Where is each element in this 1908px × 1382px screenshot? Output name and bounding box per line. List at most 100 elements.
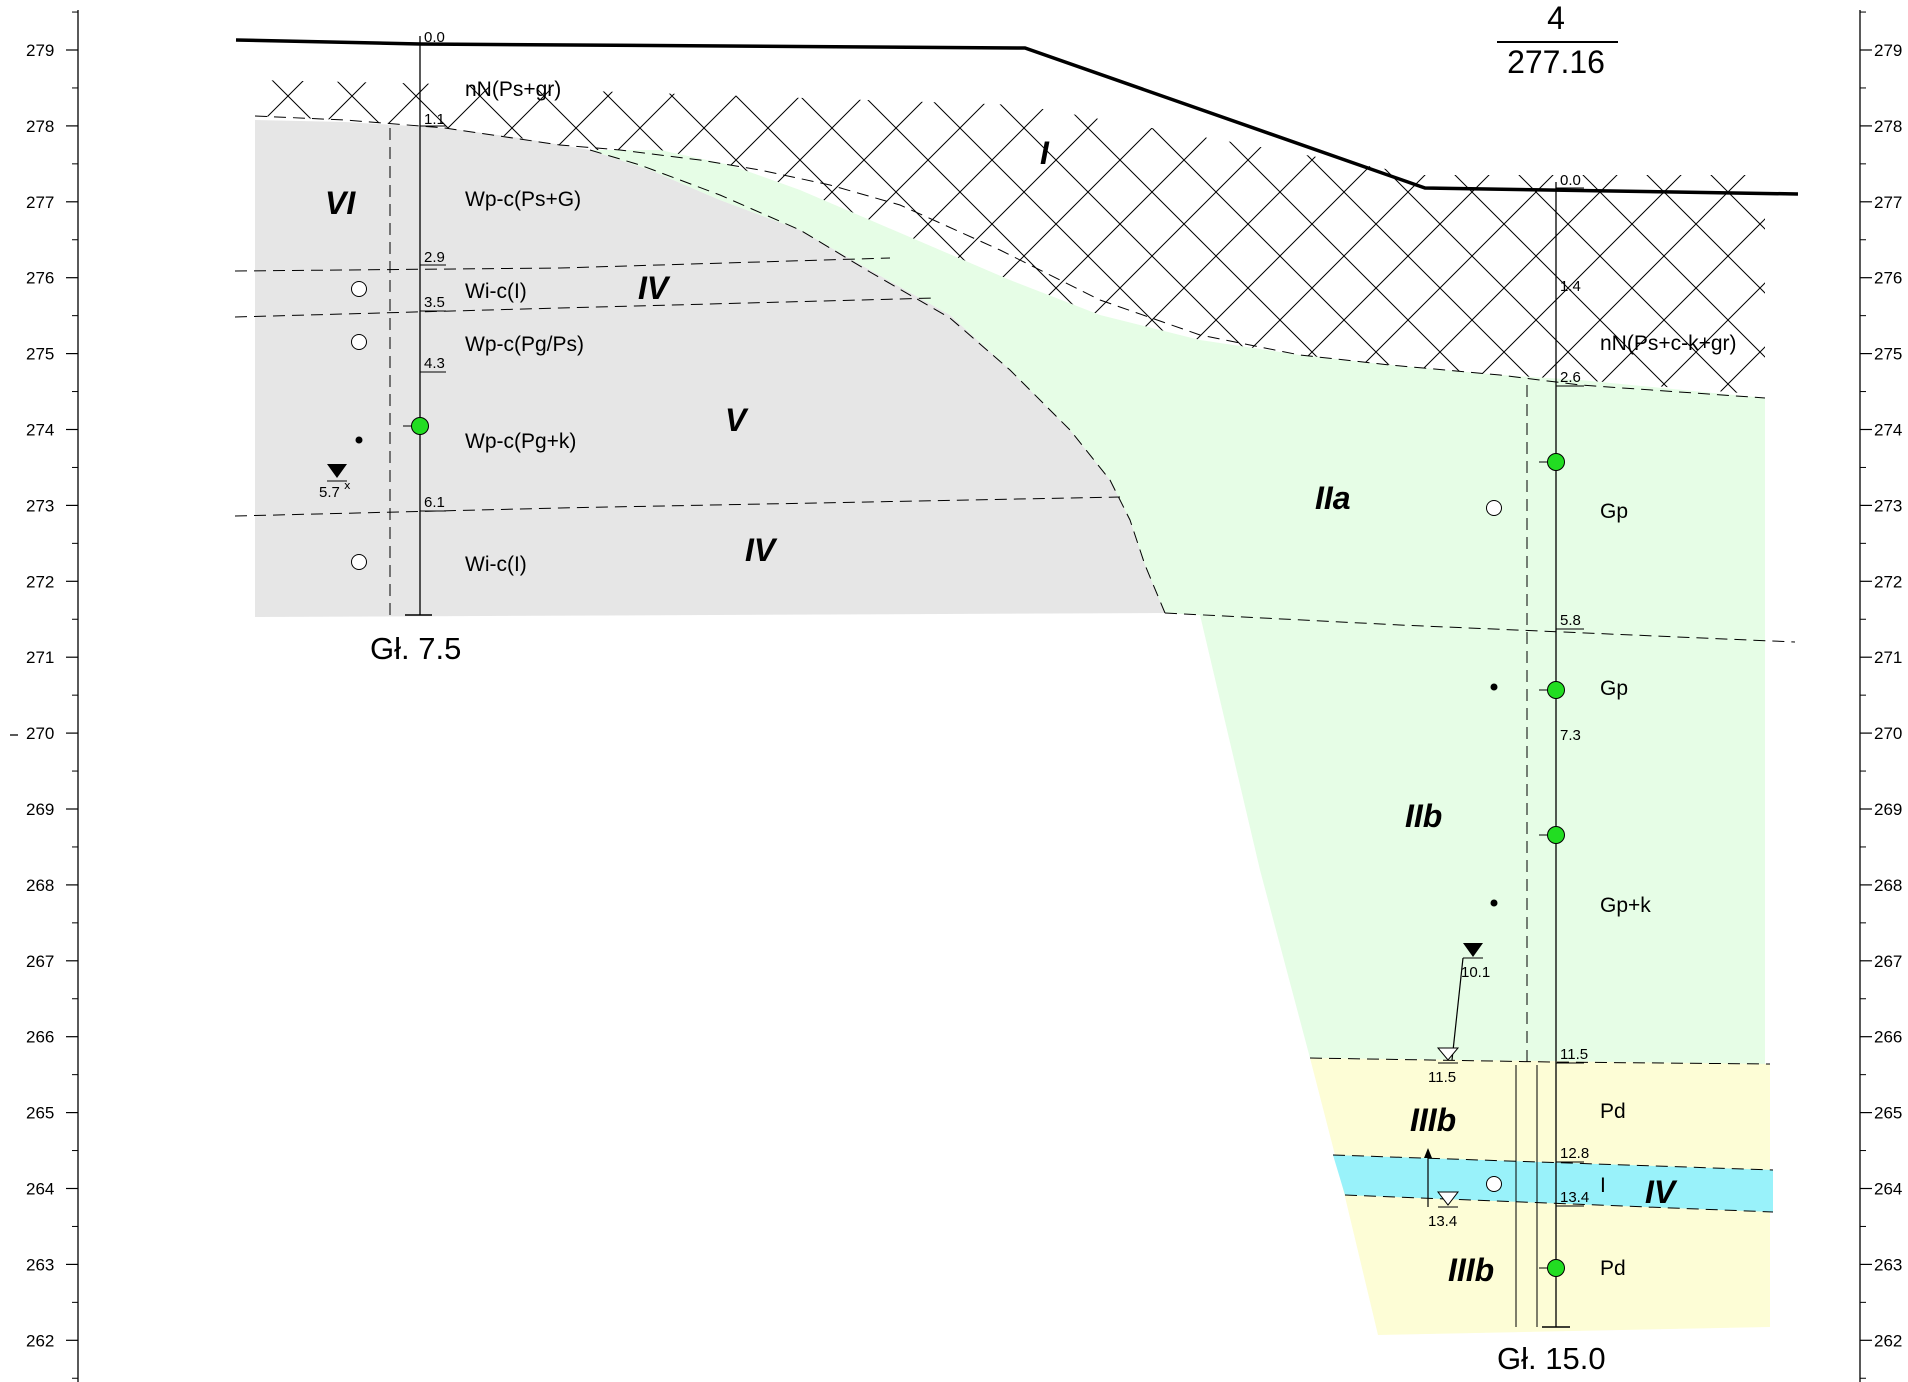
elevation-tick-label: 267 bbox=[1874, 952, 1902, 971]
borehole-4: 4 277.16 0.0 1.4 2.6 5.8 7.3 11.5 12.8 1… bbox=[1424, 0, 1737, 1376]
boundary-IIb-IIIb bbox=[1309, 1057, 1771, 1065]
elevation-tick-label: 269 bbox=[1874, 800, 1902, 819]
elevation-tick-label: 276 bbox=[1874, 269, 1902, 288]
depth-5: 11.5 bbox=[1560, 1046, 1588, 1063]
elevation-tick-label: 273 bbox=[26, 496, 54, 515]
soil-3: Wp-c(Pg/Ps) bbox=[465, 333, 584, 356]
elevation-tick-label: 263 bbox=[1874, 1255, 1902, 1274]
elevation-tick-label: 266 bbox=[1874, 1028, 1902, 1047]
fill-layer-hatch bbox=[255, 80, 1765, 395]
elevation-tick-label: 274 bbox=[26, 421, 54, 440]
boundary-IV-upper-2 bbox=[234, 297, 936, 318]
depth-0: 0.0 bbox=[424, 29, 445, 46]
elevation-tick-label: 271 bbox=[1874, 648, 1902, 667]
layer-code-IIIb: IIIb bbox=[1448, 1252, 1494, 1288]
elevation-axis-left: 279 278 277 276 275 274 273 272 271 270 269 268 267 2… bbox=[10, 10, 79, 1382]
water-level-value: 11.5 bbox=[1428, 1069, 1456, 1086]
svg-text:ⅹ: ⅹ bbox=[344, 480, 351, 492]
layer-code-IV: IV bbox=[638, 270, 671, 306]
borehole-left: 0.0 1.1 2.9 3.5 4.3 6.1 nN(Ps+gr) Wp-c(P… bbox=[319, 29, 584, 666]
layer-fills bbox=[255, 80, 1773, 1335]
sample-open-marker bbox=[351, 554, 367, 570]
soil-0: nN(Ps+c-k+gr) bbox=[1600, 332, 1737, 355]
soil-4: Pd bbox=[1600, 1100, 1626, 1123]
elevation-tick-label: 275 bbox=[1874, 345, 1902, 364]
depth-2: 2.9 bbox=[424, 249, 445, 266]
depth-7: 13.4 bbox=[1560, 1189, 1589, 1206]
elevation-tick-label: 267 bbox=[26, 952, 54, 971]
depth-6: 12.8 bbox=[1560, 1145, 1589, 1162]
borehole-number: 4 bbox=[1547, 0, 1565, 36]
elevation-tick-label: 265 bbox=[26, 1104, 54, 1123]
soil-2: Gp bbox=[1600, 677, 1628, 700]
sample-green-marker bbox=[1547, 826, 1565, 844]
layer-code-IIIb: IIIb bbox=[1410, 1102, 1456, 1138]
depth-3: 3.5 bbox=[424, 294, 445, 311]
sample-green-marker bbox=[1547, 1259, 1565, 1277]
elevation-tick-label: 277 bbox=[1874, 193, 1902, 212]
boundary-IV-IIIb-bottom bbox=[1344, 1194, 1774, 1213]
elevation-tick-label: 268 bbox=[26, 876, 54, 895]
elevation-tick-label: 278 bbox=[26, 117, 54, 136]
elevation-tick-label: 275 bbox=[26, 345, 54, 364]
boundary-IIIb-IV-top bbox=[1332, 1154, 1774, 1171]
elevation-tick-label: 276 bbox=[26, 269, 54, 288]
layer-code-IV: IV bbox=[745, 532, 778, 568]
sample-open-marker bbox=[1486, 500, 1502, 516]
depth-0: 0.0 bbox=[1560, 172, 1581, 189]
elevation-tick-label: 266 bbox=[26, 1028, 54, 1047]
elevation-tick-label: 279 bbox=[26, 41, 54, 60]
boundary-fill-base bbox=[254, 115, 1766, 399]
layer-code-V: V bbox=[725, 402, 749, 438]
elevation-tick-label: 270 bbox=[26, 724, 54, 743]
sample-green-marker bbox=[1547, 453, 1565, 471]
elevation-tick-label: 264 bbox=[26, 1180, 54, 1199]
depth-1: 1.4 bbox=[1560, 278, 1581, 295]
depth-5: 6.1 bbox=[424, 494, 445, 511]
soil-1: Gp bbox=[1600, 500, 1628, 523]
depth-2: 2.6 bbox=[1560, 369, 1581, 386]
layer-boundaries bbox=[234, 115, 1796, 1213]
elevation-tick-label: 277 bbox=[26, 193, 54, 212]
sample-dot-marker bbox=[1490, 899, 1498, 907]
sample-open-marker bbox=[1486, 1176, 1502, 1192]
elevation-axis-right: 279 278 277 276 275 274 273 272 271 270 269 268 267 2… bbox=[1859, 10, 1902, 1382]
green-layer bbox=[590, 150, 1765, 1064]
elevation-tick-label: 273 bbox=[1874, 496, 1902, 515]
depth-4: 4.3 bbox=[424, 355, 445, 372]
soil-4: Wp-c(Pg+k) bbox=[465, 430, 576, 453]
elevation-tick-label: 278 bbox=[1874, 117, 1902, 136]
water-level-marker bbox=[327, 464, 347, 478]
water-level-marker bbox=[1436, 1047, 1460, 1061]
boundary-IV-upper-1 bbox=[234, 257, 891, 272]
soil-1: Wp-c(Ps+G) bbox=[465, 188, 581, 211]
bottom-depth-label: Gł. 7.5 bbox=[370, 631, 461, 666]
elevation-tick-label: 279 bbox=[1874, 41, 1902, 60]
ground-elevation: 277.16 bbox=[1507, 44, 1605, 80]
elevation-tick-label: 268 bbox=[1874, 876, 1902, 895]
water-level-marker bbox=[1463, 943, 1483, 957]
elevation-tick-label: 269 bbox=[26, 800, 54, 819]
water-level-value: 10.1 bbox=[1461, 964, 1490, 981]
elevation-tick-label: 264 bbox=[1874, 1180, 1902, 1199]
elevation-tick-label: 271 bbox=[26, 648, 54, 667]
boundary-green-top bbox=[589, 149, 1166, 614]
depth-4: 7.3 bbox=[1560, 727, 1581, 744]
layer-code-IIa: IIa bbox=[1315, 480, 1351, 516]
sample-dot-marker bbox=[1490, 683, 1498, 691]
elevation-tick-label: 263 bbox=[26, 1255, 54, 1274]
sample-green-marker bbox=[411, 417, 429, 435]
elevation-tick-label: 272 bbox=[1874, 572, 1902, 591]
water-level-value: 13.4 bbox=[1428, 1213, 1457, 1230]
elevation-tick-label: 262 bbox=[26, 1331, 54, 1350]
soil-5: Wi-c(I) bbox=[465, 553, 527, 576]
water-level-value: 5.7 bbox=[319, 484, 340, 501]
water-level-marker bbox=[1436, 1191, 1460, 1206]
boundary-IV-lower bbox=[234, 496, 1121, 517]
layer-code-IIb: IIb bbox=[1405, 798, 1442, 834]
grey-layer bbox=[255, 120, 1165, 617]
depth-1: 1.1 bbox=[424, 111, 445, 128]
bottom-depth-label: Gł. 15.0 bbox=[1497, 1341, 1606, 1376]
soil-6: Pd bbox=[1600, 1257, 1626, 1280]
